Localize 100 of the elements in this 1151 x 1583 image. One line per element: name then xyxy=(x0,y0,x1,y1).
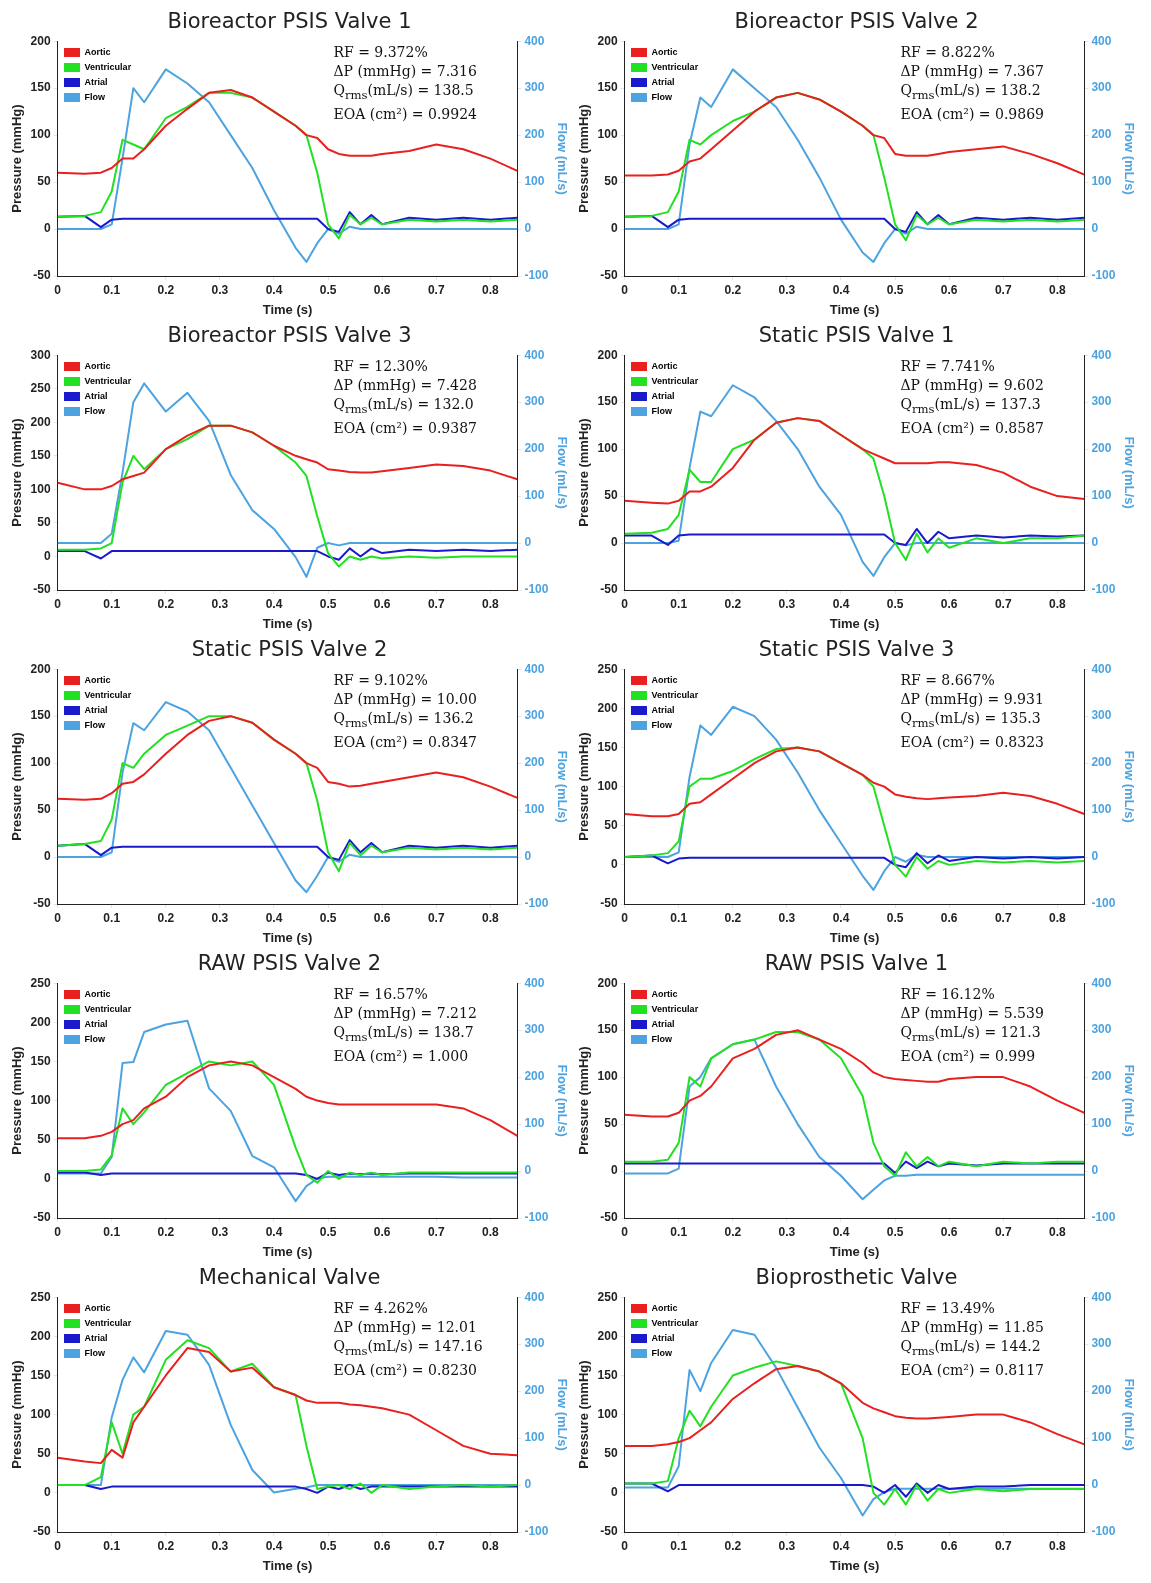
x-tick-label: 0.8 xyxy=(481,596,499,611)
annotation: EOA (cm²) = 0.8323 xyxy=(900,733,1044,752)
y2-tick-label: 400 xyxy=(524,1289,545,1304)
y2-tick-label: 0 xyxy=(1091,535,1099,550)
x-tick-label: 0.7 xyxy=(994,910,1012,925)
annotation: ΔP (mmHg) = 5.539 xyxy=(900,1004,1044,1024)
x-tick-label: 0.7 xyxy=(427,282,445,297)
y-tick-label: 150 xyxy=(597,1022,618,1037)
y-tick-label: 150 xyxy=(30,80,51,95)
y2-tick-label: 0 xyxy=(524,1477,532,1492)
y-tick-label: 50 xyxy=(37,174,51,189)
y-tick-label: 50 xyxy=(37,515,51,530)
x-tick-label: 0 xyxy=(621,1224,629,1239)
y-tick-label: -50 xyxy=(33,582,51,597)
y2-tick-label: 0 xyxy=(1091,1477,1099,1492)
chart-title: Static PSIS Valve 2 xyxy=(191,637,388,662)
legend-label: Flow xyxy=(84,405,106,419)
x-tick-label: 0.2 xyxy=(724,1224,742,1239)
y2-tick-label: 400 xyxy=(1091,975,1112,990)
y-tick-label: 50 xyxy=(37,1446,51,1461)
y-axis-title: Pressure (mmHg) xyxy=(576,1046,592,1155)
y-tick-label: 50 xyxy=(604,1446,618,1461)
x-tick-label: 0.8 xyxy=(1048,1538,1066,1553)
legend-label: Aortic xyxy=(84,360,111,374)
y-axis-title: Pressure (mmHg) xyxy=(9,1360,25,1469)
x-tick-label: 0.5 xyxy=(319,1224,337,1239)
y2-tick-label: 300 xyxy=(1091,80,1112,95)
y-tick-label: 100 xyxy=(30,481,51,496)
x-tick-label: 0.1 xyxy=(103,1224,121,1239)
y-tick-label: 0 xyxy=(43,1485,51,1500)
x-tick-label: 0.3 xyxy=(211,1538,229,1553)
x-tick-label: 0.6 xyxy=(373,282,391,297)
legend-label: Ventricular xyxy=(84,375,132,389)
x-tick-label: 0.5 xyxy=(886,596,904,611)
x-tick-label: 0.4 xyxy=(265,1224,283,1239)
annotation: RF = 9.102% xyxy=(333,671,429,691)
legend-label: Ventricular xyxy=(84,61,132,75)
y-tick-label: 0 xyxy=(610,535,618,550)
x-axis-title: Time (s) xyxy=(262,1243,313,1259)
legend-label: Atrial xyxy=(651,1332,675,1346)
annotation: Q$_{rms}$(mL/s) = 144.2 xyxy=(900,1337,1042,1360)
annotation: Q$_{rms}$(mL/s) = 121.3 xyxy=(900,1023,1042,1046)
legend-label: Flow xyxy=(651,1033,673,1047)
x-tick-label: 0.2 xyxy=(157,910,175,925)
annotation: RF = 4.262% xyxy=(333,1299,429,1319)
x-tick-label: 0.5 xyxy=(886,1538,904,1553)
y2-tick-label: 100 xyxy=(524,802,545,817)
y2-axis-title: Flow (mL/s) xyxy=(554,750,570,823)
annotation: Q$_{rms}$(mL/s) = 136.2 xyxy=(333,709,475,732)
y-tick-label: 100 xyxy=(597,778,618,793)
y2-tick-label: 400 xyxy=(1091,661,1112,676)
y-axis-title: Pressure (mmHg) xyxy=(576,104,592,213)
legend-label: Atrial xyxy=(84,1018,108,1032)
x-tick-label: 0.2 xyxy=(157,1224,175,1239)
y-tick-label: 50 xyxy=(604,174,618,189)
x-tick-label: 0.6 xyxy=(940,910,958,925)
x-tick-label: 0.3 xyxy=(778,1538,796,1553)
y-tick-label: 200 xyxy=(597,347,618,362)
x-tick-label: 0.8 xyxy=(481,282,499,297)
y2-tick-label: 200 xyxy=(1091,127,1112,142)
legend-label: Atrial xyxy=(651,390,675,404)
y-axis-title: Pressure (mmHg) xyxy=(9,418,25,527)
x-tick-label: 0.7 xyxy=(994,596,1012,611)
legend-label: Flow xyxy=(651,1347,673,1361)
y2-tick-label: 0 xyxy=(1091,849,1099,864)
y2-axis-title: Flow (mL/s) xyxy=(554,1064,570,1137)
y2-tick-label: 200 xyxy=(524,1383,545,1398)
legend-label: Ventricular xyxy=(84,1317,132,1331)
y2-tick-label: 0 xyxy=(524,849,532,864)
legend-label: Flow xyxy=(84,1033,106,1047)
x-tick-label: 0.8 xyxy=(481,1224,499,1239)
x-tick-label: 0.6 xyxy=(940,596,958,611)
y-tick-label: 250 xyxy=(30,381,51,396)
annotation: RF = 8.822% xyxy=(900,43,996,63)
y-axis-title: Pressure (mmHg) xyxy=(9,104,25,213)
annotation: EOA (cm²) = 0.9924 xyxy=(333,105,477,124)
annotation: ΔP (mmHg) = 7.316 xyxy=(333,62,477,82)
y-tick-label: 250 xyxy=(597,661,618,676)
x-tick-label: 0 xyxy=(54,1538,62,1553)
y-tick-label: -50 xyxy=(600,268,618,283)
legend-label: Flow xyxy=(84,1347,106,1361)
x-tick-label: 0.1 xyxy=(103,1538,121,1553)
y-tick-label: 0 xyxy=(43,849,51,864)
y-tick-label: 200 xyxy=(597,1328,618,1343)
y2-tick-label: 0 xyxy=(524,535,532,550)
x-axis-title: Time (s) xyxy=(262,615,313,631)
x-tick-label: 0 xyxy=(54,596,62,611)
annotation: ΔP (mmHg) = 9.602 xyxy=(900,376,1044,396)
y2-tick-label: -100 xyxy=(1091,582,1116,597)
annotation: Q$_{rms}$(mL/s) = 147.16 xyxy=(333,1337,483,1360)
legend-label: Atrial xyxy=(84,390,108,404)
x-tick-label: 0.4 xyxy=(832,1224,850,1239)
y-tick-label: -50 xyxy=(33,896,51,911)
y2-tick-label: 100 xyxy=(1091,488,1112,503)
y-tick-label: 0 xyxy=(43,221,51,236)
annotation: Q$_{rms}$(mL/s) = 137.3 xyxy=(900,395,1042,418)
y-tick-label: 100 xyxy=(597,441,618,456)
y2-tick-label: 200 xyxy=(1091,755,1112,770)
y2-tick-label: 200 xyxy=(1091,1383,1112,1398)
chart-title: RAW PSIS Valve 1 xyxy=(764,951,949,976)
